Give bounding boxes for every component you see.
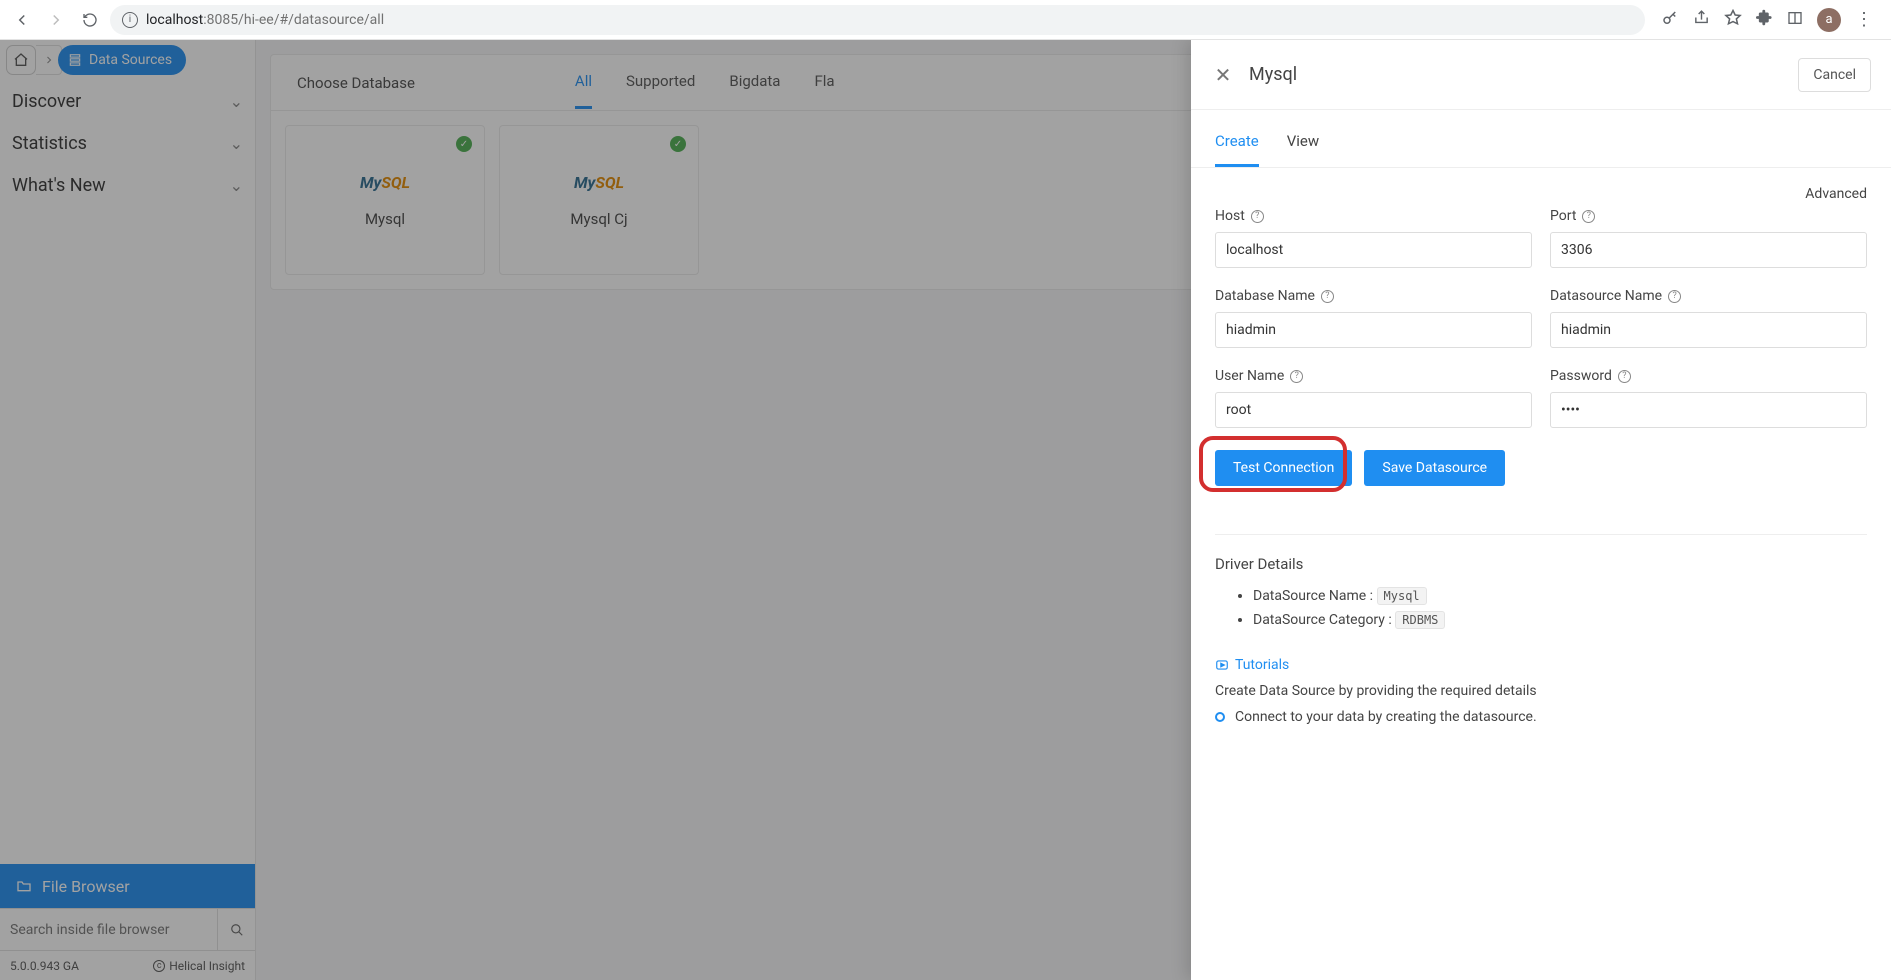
help-icon[interactable]: ?	[1251, 210, 1264, 223]
field-database: Database Name?	[1215, 288, 1532, 348]
field-datasource-name: Datasource Name?	[1550, 288, 1867, 348]
sidebar-footer: 5.0.0.943 GA cHelical Insight	[0, 950, 255, 980]
database-input[interactable]	[1215, 312, 1532, 348]
play-icon	[1215, 658, 1229, 672]
advanced-link[interactable]: Advanced	[1805, 186, 1867, 202]
db-card-mysql[interactable]: ✓ MySQL Mysql	[285, 125, 485, 275]
breadcrumb: Data Sources	[0, 40, 255, 80]
folder-icon	[16, 878, 32, 894]
step-item: Connect to your data by creating the dat…	[1215, 709, 1867, 725]
tab-bigdata[interactable]: Bigdata	[729, 56, 780, 109]
driver-details-list: DataSource Name : Mysql DataSource Categ…	[1215, 587, 1867, 629]
search-button[interactable]	[217, 909, 255, 950]
tab-all[interactable]: All	[575, 56, 592, 109]
url-text: localhost:8085/hi-ee/#/datasource/all	[146, 12, 384, 28]
driver-category-value: RDBMS	[1395, 611, 1445, 629]
steps-title: Create Data Source by providing the requ…	[1215, 683, 1867, 699]
file-browser-button[interactable]: File Browser	[0, 864, 255, 908]
bookmark-icon[interactable]	[1724, 9, 1742, 31]
sidebar-item-discover[interactable]: Discover⌄	[12, 80, 243, 122]
cancel-button[interactable]: Cancel	[1798, 58, 1871, 92]
chevron-down-icon: ⌄	[230, 134, 243, 153]
site-info-icon[interactable]: i	[122, 12, 138, 28]
forward-button[interactable]	[42, 6, 70, 34]
reload-button[interactable]	[76, 6, 104, 34]
help-icon[interactable]: ?	[1582, 210, 1595, 223]
field-host: Host?	[1215, 208, 1532, 268]
sidebar: Data Sources Discover⌄ Statistics⌄ What'…	[0, 40, 256, 980]
sidebar-item-whatsnew[interactable]: What's New⌄	[12, 164, 243, 206]
breadcrumb-label: Data Sources	[89, 52, 172, 68]
field-password: Password?	[1550, 368, 1867, 428]
key-icon[interactable]	[1661, 9, 1679, 31]
datasource-side-panel: ✕ Mysql Cancel Create View Advanced Host…	[1191, 40, 1891, 980]
sidebar-item-statistics[interactable]: Statistics⌄	[12, 122, 243, 164]
chevron-down-icon: ⌄	[230, 176, 243, 195]
tab-flat[interactable]: Fla	[814, 56, 834, 109]
address-bar[interactable]: i localhost:8085/hi-ee/#/datasource/all	[110, 5, 1645, 35]
breadcrumb-datasources[interactable]: Data Sources	[58, 45, 186, 75]
field-username: User Name?	[1215, 368, 1532, 428]
back-button[interactable]	[8, 6, 36, 34]
file-search-input[interactable]	[0, 909, 217, 950]
datasource-name-input[interactable]	[1550, 312, 1867, 348]
tab-supported[interactable]: Supported	[626, 56, 695, 109]
port-input[interactable]	[1550, 232, 1867, 268]
menu-icon[interactable]: ⋮	[1855, 9, 1873, 30]
mysql-logo-icon: MySQL	[574, 173, 624, 192]
username-input[interactable]	[1215, 392, 1532, 428]
field-port: Port?	[1550, 208, 1867, 268]
check-icon: ✓	[670, 136, 686, 152]
help-icon[interactable]: ?	[1290, 370, 1303, 383]
driver-name-value: Mysql	[1377, 587, 1427, 605]
check-icon: ✓	[456, 136, 472, 152]
step-marker-icon	[1215, 712, 1225, 722]
extensions-icon[interactable]	[1756, 9, 1773, 30]
datasource-icon	[68, 53, 82, 67]
choose-db-label: Choose Database	[297, 74, 415, 92]
tab-view[interactable]: View	[1287, 118, 1319, 167]
chevron-down-icon: ⌄	[230, 92, 243, 111]
window-icon[interactable]	[1787, 10, 1803, 30]
profile-avatar[interactable]: a	[1817, 8, 1841, 32]
help-icon[interactable]: ?	[1618, 370, 1631, 383]
driver-details-title: Driver Details	[1215, 555, 1867, 573]
help-icon[interactable]: ?	[1668, 290, 1681, 303]
panel-tabs: Create View	[1191, 118, 1891, 168]
share-icon[interactable]	[1693, 9, 1710, 30]
version-text: 5.0.0.943 GA	[10, 959, 79, 973]
panel-title: Mysql	[1249, 64, 1297, 85]
password-input[interactable]	[1550, 392, 1867, 428]
close-button[interactable]: ✕	[1211, 63, 1235, 87]
db-card-mysqlcj[interactable]: ✓ MySQL Mysql Cj	[499, 125, 699, 275]
tutorials-link[interactable]: Tutorials	[1215, 657, 1867, 673]
home-button[interactable]	[6, 45, 36, 75]
db-category-tabs: All Supported Bigdata Fla	[575, 56, 835, 109]
search-icon	[230, 923, 244, 937]
tab-create[interactable]: Create	[1215, 118, 1259, 167]
save-datasource-button[interactable]: Save Datasource	[1364, 450, 1505, 486]
host-input[interactable]	[1215, 232, 1532, 268]
help-icon[interactable]: ?	[1321, 290, 1334, 303]
browser-toolbar: i localhost:8085/hi-ee/#/datasource/all …	[0, 0, 1891, 40]
test-connection-button[interactable]: Test Connection	[1215, 450, 1352, 486]
mysql-logo-icon: MySQL	[360, 173, 410, 192]
